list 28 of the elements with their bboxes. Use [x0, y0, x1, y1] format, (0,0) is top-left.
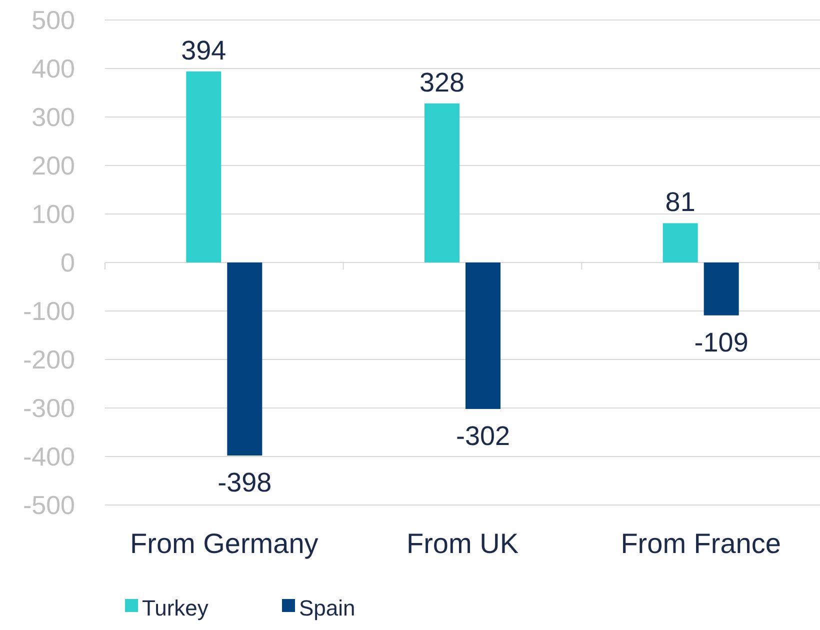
x-tick-label: From Germany	[130, 528, 318, 559]
bar	[704, 262, 739, 316]
y-tick-label: 0	[60, 248, 75, 278]
bar	[466, 262, 500, 409]
data-label: -302	[456, 420, 510, 451]
x-tick-label: From France	[620, 528, 781, 559]
y-tick-label: -100	[22, 296, 75, 326]
bar	[424, 103, 460, 262]
data-label: 328	[419, 67, 465, 98]
y-tick-label: 500	[32, 5, 75, 36]
bar	[227, 262, 262, 456]
y-tick-label: -200	[22, 344, 75, 375]
legend-label: Turkey	[142, 596, 208, 621]
bar	[186, 71, 222, 262]
data-label: 81	[665, 187, 696, 218]
y-tick-label: 400	[32, 54, 75, 84]
bar	[662, 223, 698, 262]
data-label: 394	[181, 35, 226, 66]
legend-label: Spain	[299, 596, 356, 621]
y-tick-label: 200	[32, 150, 75, 181]
y-tick-label: -500	[22, 490, 75, 520]
y-tick-label: -400	[22, 442, 75, 472]
data-label: -398	[218, 468, 272, 498]
x-tick-label: From UK	[406, 528, 519, 559]
data-label: -109	[694, 327, 748, 358]
y-tick-label: 300	[32, 102, 75, 132]
y-tick-label: 100	[32, 199, 75, 230]
y-tick-label: -300	[22, 393, 75, 424]
